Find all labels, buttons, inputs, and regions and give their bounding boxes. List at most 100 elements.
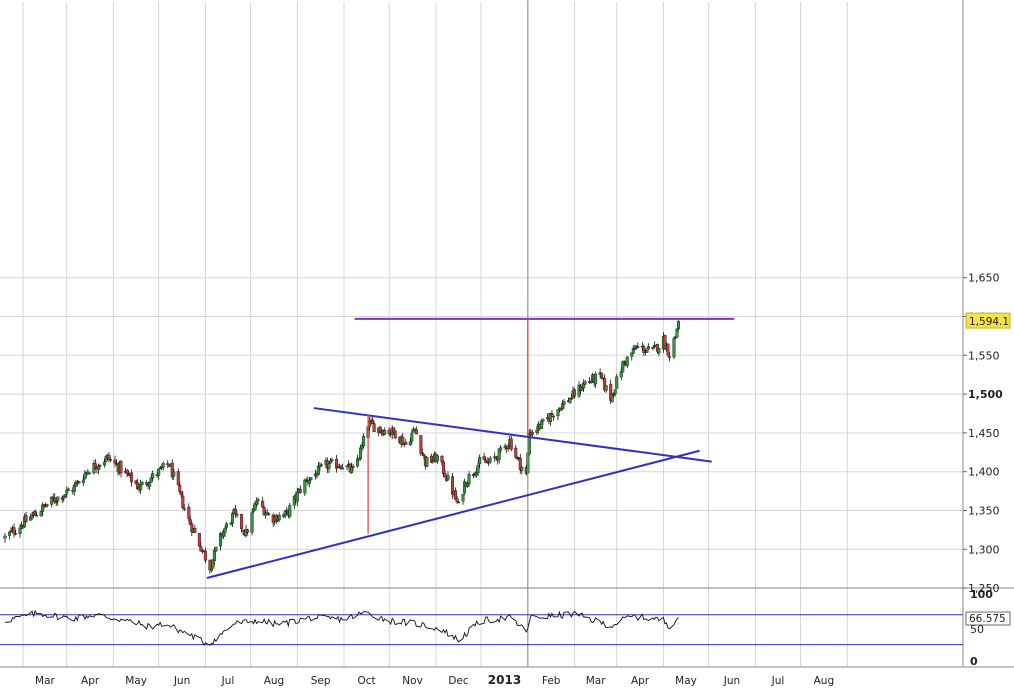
candle-body <box>467 474 471 485</box>
candle-body <box>356 458 360 467</box>
candle-body <box>362 436 366 447</box>
candle-body <box>53 497 57 502</box>
candle-body <box>472 474 476 476</box>
candle-body <box>283 510 287 516</box>
candle-body <box>589 381 593 383</box>
candle-body <box>401 436 405 445</box>
candles-layer <box>3 320 680 574</box>
candle-body <box>261 500 265 508</box>
osc-tick-label: 0 <box>970 655 978 668</box>
candle-body <box>72 484 76 492</box>
candle-body <box>176 471 180 486</box>
candle-body <box>345 465 349 468</box>
candle-body <box>65 489 69 494</box>
month-label: Aug <box>264 675 285 687</box>
month-label: Feb <box>542 675 561 687</box>
month-label: Dec <box>448 675 469 687</box>
candle-body <box>218 533 222 547</box>
candle-body <box>594 373 598 385</box>
candle-body <box>327 463 331 470</box>
candle-body <box>461 493 465 502</box>
candle-body <box>240 514 244 529</box>
y-tick-label: 1,450 <box>968 427 1000 440</box>
candle-body <box>208 560 212 571</box>
y-tick-label: 1,250 <box>968 582 1000 595</box>
candle-body <box>107 455 111 460</box>
candle-body <box>631 347 635 354</box>
candle-body <box>541 418 545 422</box>
candle-body <box>303 479 307 494</box>
candle-body <box>330 459 334 461</box>
candle-body <box>139 483 143 491</box>
candle-body <box>151 473 155 479</box>
candle-body <box>234 508 238 514</box>
candle-body <box>539 420 543 429</box>
candle-body <box>583 381 587 385</box>
candle-body <box>420 452 424 454</box>
candle-body <box>212 549 216 561</box>
candle-body <box>621 361 625 373</box>
candle-body <box>619 371 623 378</box>
candle-body <box>45 504 49 506</box>
candle-body <box>383 429 387 435</box>
candle-body <box>372 423 376 432</box>
candle-body <box>604 385 608 391</box>
oscillator-line <box>4 609 679 646</box>
candle-body <box>509 438 513 450</box>
candle-body <box>149 477 153 483</box>
candle-body <box>81 479 85 483</box>
candle-body <box>387 429 391 435</box>
candle-body <box>497 448 501 460</box>
candle-body <box>633 348 637 351</box>
candle-body <box>663 335 667 349</box>
grid-layer <box>0 2 963 667</box>
candle-body <box>298 489 302 493</box>
candle-body <box>410 433 414 442</box>
month-label: Jul <box>221 675 235 687</box>
month-label: Aug <box>814 675 835 687</box>
candle-body <box>478 457 482 465</box>
y-tick-label: 1,650 <box>968 272 1000 285</box>
candle-body <box>443 473 447 478</box>
candle-body <box>77 481 81 484</box>
candle-body <box>646 346 650 350</box>
candle-body <box>446 475 450 480</box>
candle-body <box>35 515 39 517</box>
candle-body <box>256 499 260 502</box>
annotation-layer <box>206 0 735 667</box>
candle-body <box>457 501 461 504</box>
candle-body <box>419 435 423 454</box>
candle-body <box>506 445 510 449</box>
candle-body <box>518 457 522 471</box>
candle-body <box>328 460 332 464</box>
candle-body <box>8 531 12 536</box>
candle-body <box>295 491 299 502</box>
candle-body <box>499 447 503 451</box>
osc-value-label: 66.575 <box>969 613 1006 625</box>
last-value-label: 1,594.1 <box>969 316 1009 328</box>
month-label: Nov <box>402 675 423 687</box>
candle-body <box>603 378 607 391</box>
candle-body <box>87 472 91 475</box>
candle-body <box>600 372 604 379</box>
candle-body <box>181 495 185 508</box>
candle-body <box>203 550 207 561</box>
y-tick-label: 1,500 <box>968 388 1003 401</box>
candle-body <box>200 549 204 552</box>
candle-body <box>98 464 102 467</box>
month-label: Apr <box>81 675 100 687</box>
candle-body <box>148 482 152 487</box>
candle-body <box>140 481 144 485</box>
descending-trendline <box>313 407 712 463</box>
candle-body <box>231 513 235 524</box>
candle-body <box>193 528 197 533</box>
y-tick-label: 1,400 <box>968 466 1000 479</box>
candle-body <box>24 515 28 522</box>
candle-body <box>309 477 313 480</box>
candle-body <box>551 415 555 418</box>
candle-body <box>672 338 676 358</box>
candle-body <box>573 389 577 397</box>
candle-body <box>18 527 22 535</box>
candle-body <box>102 461 106 466</box>
candle-body <box>422 454 426 456</box>
